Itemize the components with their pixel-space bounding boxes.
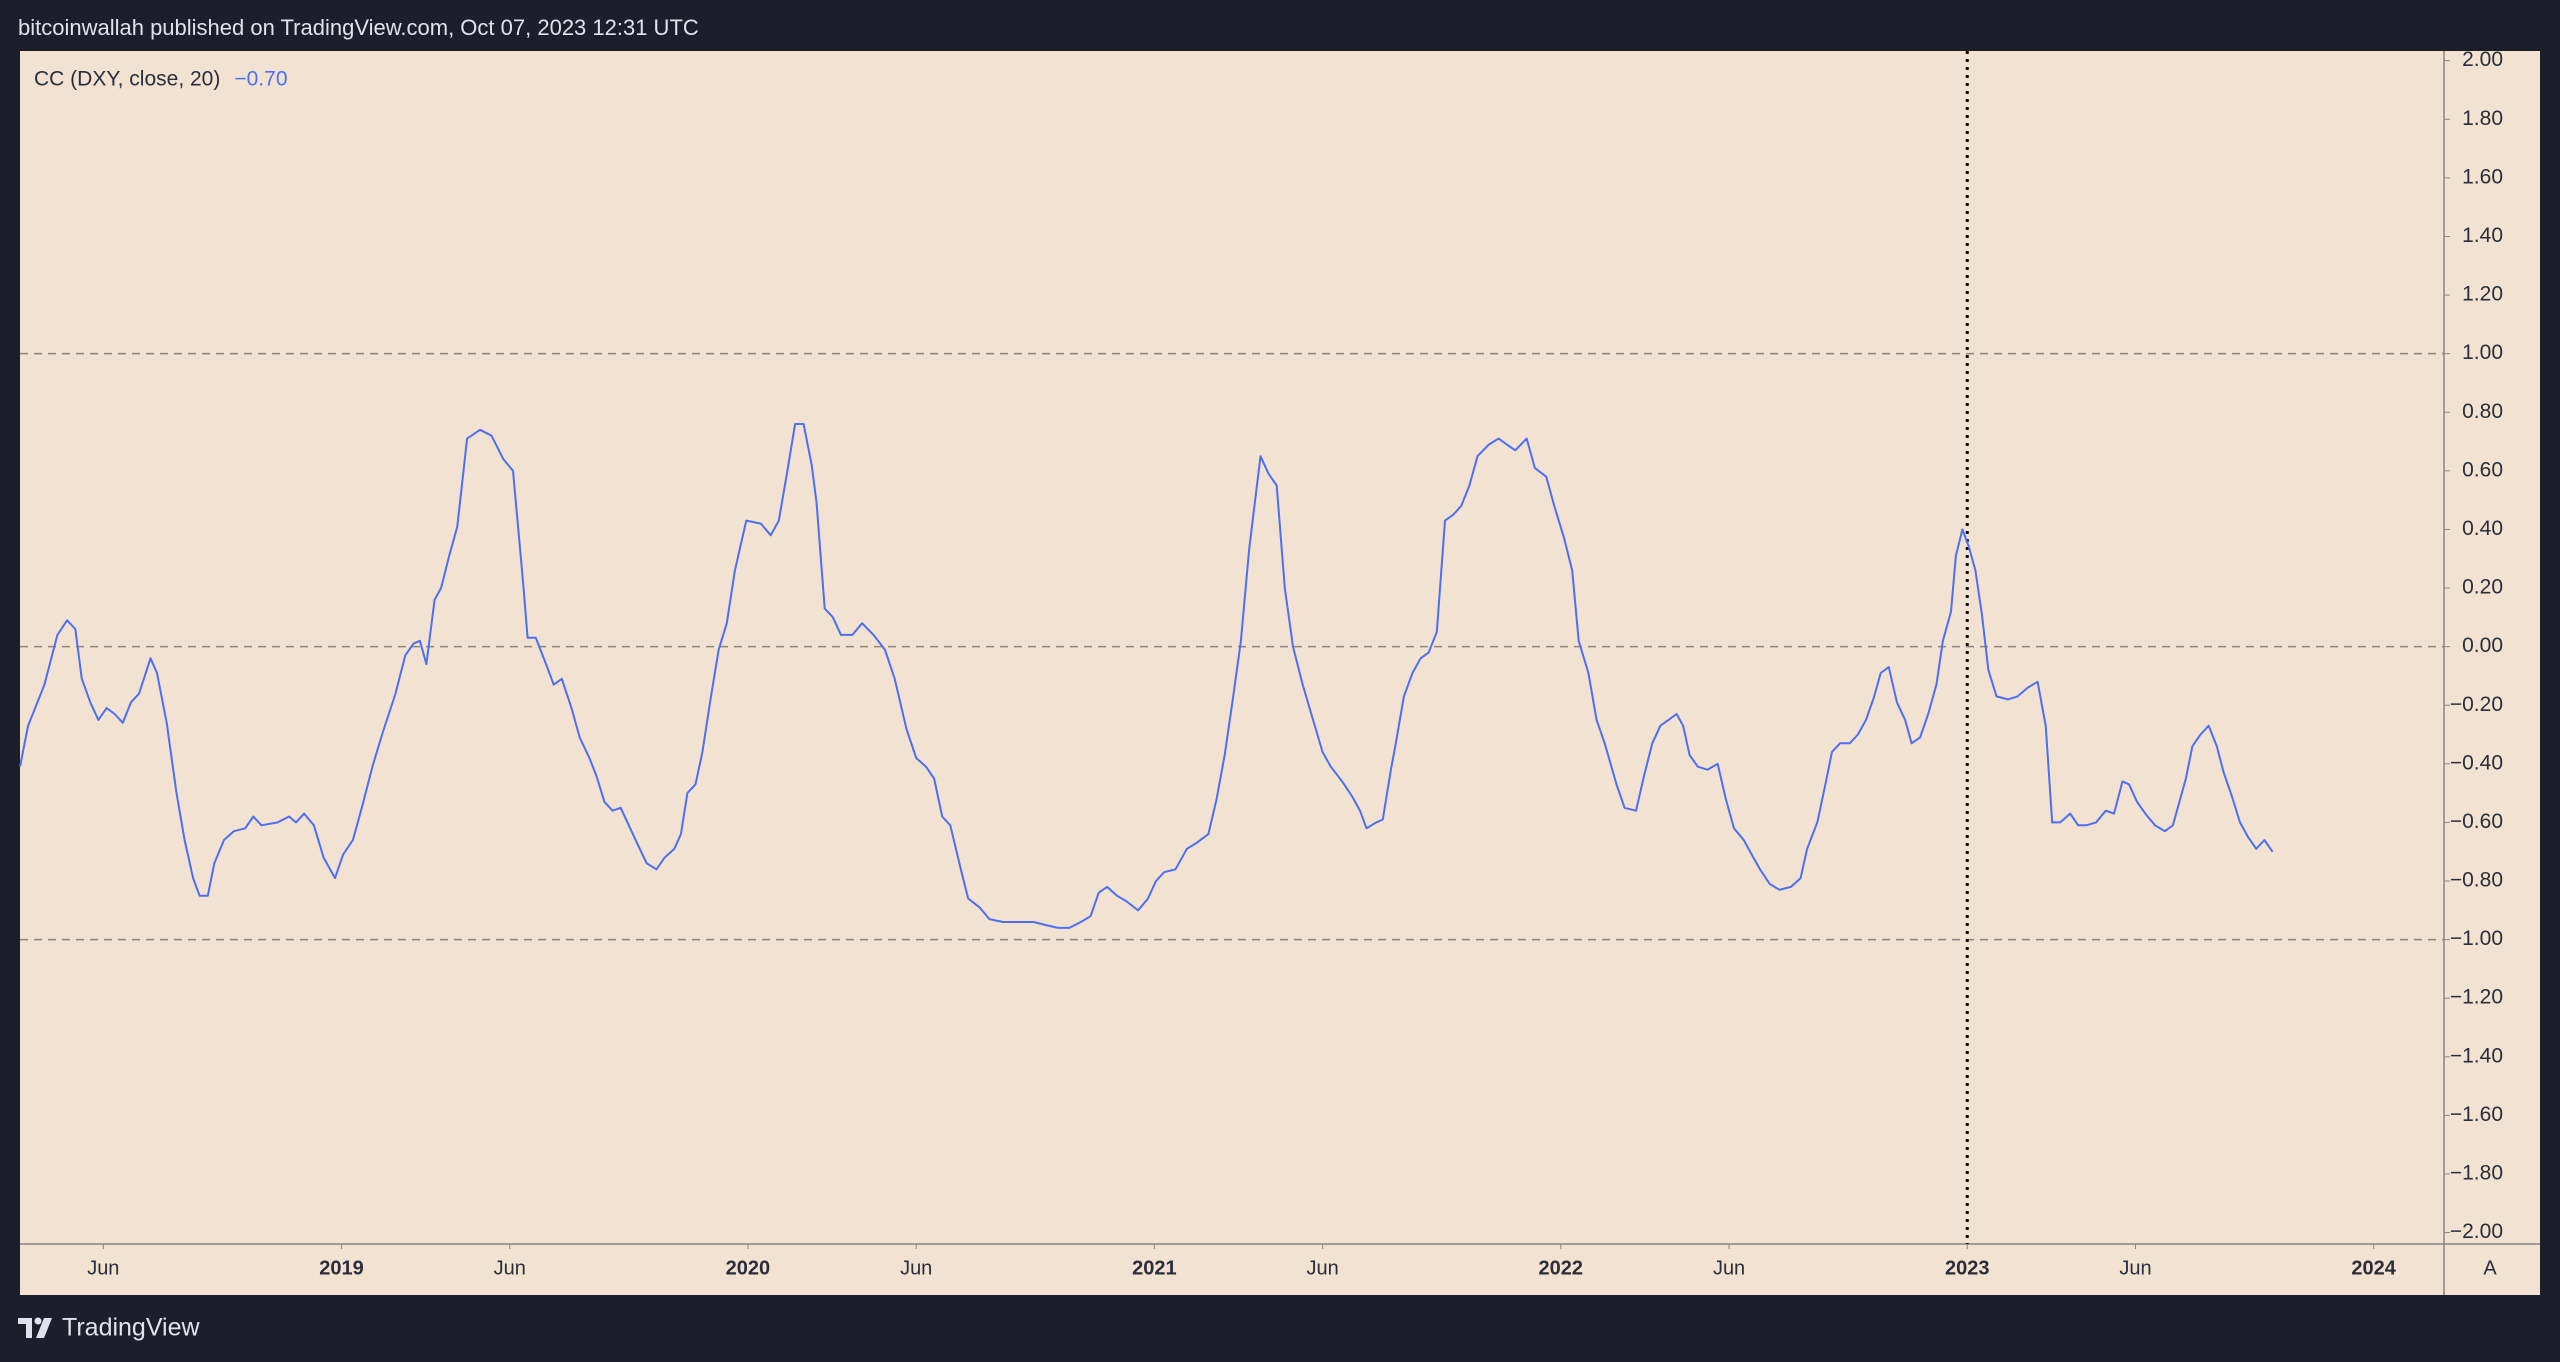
y-tick-label: −1.80 [2450,1162,2503,1185]
y-tick-label: −0.20 [2450,693,2503,716]
x-tick-label: 2021 [1132,1257,1177,1279]
publish-info: bitcoinwallah published on TradingView.c… [18,15,699,40]
x-tick-label: 2020 [726,1257,771,1279]
y-tick-label: 1.00 [2462,341,2503,364]
x-tick-label: Jun [494,1257,526,1279]
x-tick-label: 2023 [1945,1257,1990,1279]
chart-area [20,51,2540,1295]
y-tick-label: 0.00 [2462,634,2503,657]
legend-name: CC (DXY, close, 20) [34,68,220,91]
series-line [19,423,2274,929]
x-tick-label: 2024 [2351,1257,2396,1279]
x-tick-label: Jun [1307,1257,1339,1279]
y-tick-label: 0.60 [2462,458,2503,481]
y-tick-label: 1.80 [2462,107,2503,130]
y-tick-label: −1.40 [2450,1044,2503,1067]
x-tick-label: Jun [2119,1257,2151,1279]
y-tick-label: 1.40 [2462,224,2503,247]
x-tick-label: 2019 [319,1257,364,1279]
y-tick-label: 0.80 [2462,400,2503,423]
y-tick-label: 0.20 [2462,576,2503,599]
y-tick-label: 0.40 [2462,517,2503,540]
y-tick-label: −0.40 [2450,751,2503,774]
y-tick-label: 2.00 [2462,48,2503,71]
x-tick-label: Jun [1713,1257,1745,1279]
y-tick-label: 1.60 [2462,165,2503,188]
y-tick-label: −1.20 [2450,986,2503,1009]
y-tick-label: −0.60 [2450,810,2503,833]
x-tick-label: 2022 [1539,1257,1584,1279]
y-tick-label: 1.20 [2462,283,2503,306]
logo [18,1317,52,1338]
y-tick-label: −1.00 [2450,927,2503,950]
y-tick-label: −1.60 [2450,1103,2503,1126]
x-tick-label: Jun [900,1257,932,1279]
x-tick-label: Jun [87,1257,119,1279]
y-tick-label: −0.80 [2450,869,2503,892]
y-tick-label: −2.00 [2450,1220,2503,1243]
scale-mode[interactable]: A [2483,1257,2497,1279]
legend-value: −0.70 [234,68,287,91]
brand: TradingView [62,1314,201,1342]
